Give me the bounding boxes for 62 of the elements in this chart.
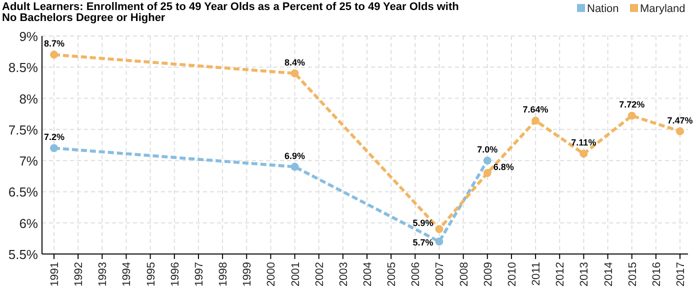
legend-label: Maryland xyxy=(640,3,686,15)
y-tick-label: 8.5% xyxy=(8,60,38,76)
point xyxy=(435,238,444,246)
x-tick-label: 2005 xyxy=(386,262,398,286)
x-tick-label: 2016 xyxy=(650,262,663,286)
point xyxy=(290,69,299,78)
chart-title: Adult Learners: Enrollment of 25 to 49 Year Olds as a Percent of 25 to 49 Year Olds with No Bachelors Degree or Higher xyxy=(2,1,460,24)
data-label: 7.2% xyxy=(44,132,65,142)
data-label: 7.64% xyxy=(522,104,548,115)
point xyxy=(532,116,540,125)
data-label: 8.4% xyxy=(284,57,306,68)
y-tick-label: 9% xyxy=(19,29,38,44)
point xyxy=(435,225,444,234)
point xyxy=(676,127,684,136)
point xyxy=(628,112,636,120)
x-tick-label: 1997 xyxy=(193,262,206,286)
x-tick-label: 2006 xyxy=(410,262,422,286)
data-label: 7.0% xyxy=(477,144,498,155)
x-tick-label: 2010 xyxy=(506,262,518,286)
point xyxy=(580,150,588,158)
data-label: 7.72% xyxy=(619,100,645,110)
x-tick-label: 1994 xyxy=(121,262,134,286)
data-label: 7.11% xyxy=(571,138,596,148)
y-tick-label: 7.5% xyxy=(8,122,38,138)
x-tick-label: 2001 xyxy=(290,262,302,286)
y-tick-label: 5.5% xyxy=(8,247,38,262)
x-tick-label: 2002 xyxy=(314,262,326,286)
point xyxy=(483,169,492,178)
x-tick-label: 1999 xyxy=(242,262,254,286)
x-tick-label: 2000 xyxy=(266,262,278,286)
point xyxy=(290,162,299,171)
x-tick-label: 2013 xyxy=(578,262,591,286)
data-label: 7.47% xyxy=(667,115,693,126)
data-label: 5.7% xyxy=(412,238,434,248)
x-tick-label: 2008 xyxy=(458,262,470,286)
x-tick-label: 1995 xyxy=(145,262,158,286)
y-tick-label: 7% xyxy=(19,154,38,169)
data-label: 6.8% xyxy=(493,162,514,172)
x-tick-label: 2014 xyxy=(602,262,615,286)
y-tick-label: 8% xyxy=(19,91,38,106)
x-tick-label: 2011 xyxy=(530,262,543,286)
x-tick-label: 1993 xyxy=(97,262,110,286)
x-tick-label: 1991 xyxy=(49,262,61,286)
x-tick-label: 1996 xyxy=(169,262,182,286)
x-tick-label: 2009 xyxy=(482,262,494,286)
y-tick-label: 6.5% xyxy=(8,184,38,200)
data-label: 6.9% xyxy=(284,150,306,161)
y-tick-label: 6% xyxy=(19,216,38,231)
data-label: 5.9% xyxy=(412,218,434,228)
legend-label: Nation xyxy=(587,3,619,15)
point xyxy=(483,156,492,165)
x-tick-label: 2012 xyxy=(554,262,567,286)
x-tick-label: 2015 xyxy=(626,262,639,286)
x-tick-label: 2004 xyxy=(362,262,374,286)
data-label: 8.7% xyxy=(44,38,65,49)
x-tick-label: 2007 xyxy=(434,262,446,286)
point xyxy=(50,144,58,152)
x-tick-label: 1992 xyxy=(73,262,86,286)
x-tick-label: 2003 xyxy=(338,262,350,286)
x-tick-label: 2017 xyxy=(675,262,687,286)
point xyxy=(50,50,58,59)
x-tick-label: 1998 xyxy=(218,262,230,286)
